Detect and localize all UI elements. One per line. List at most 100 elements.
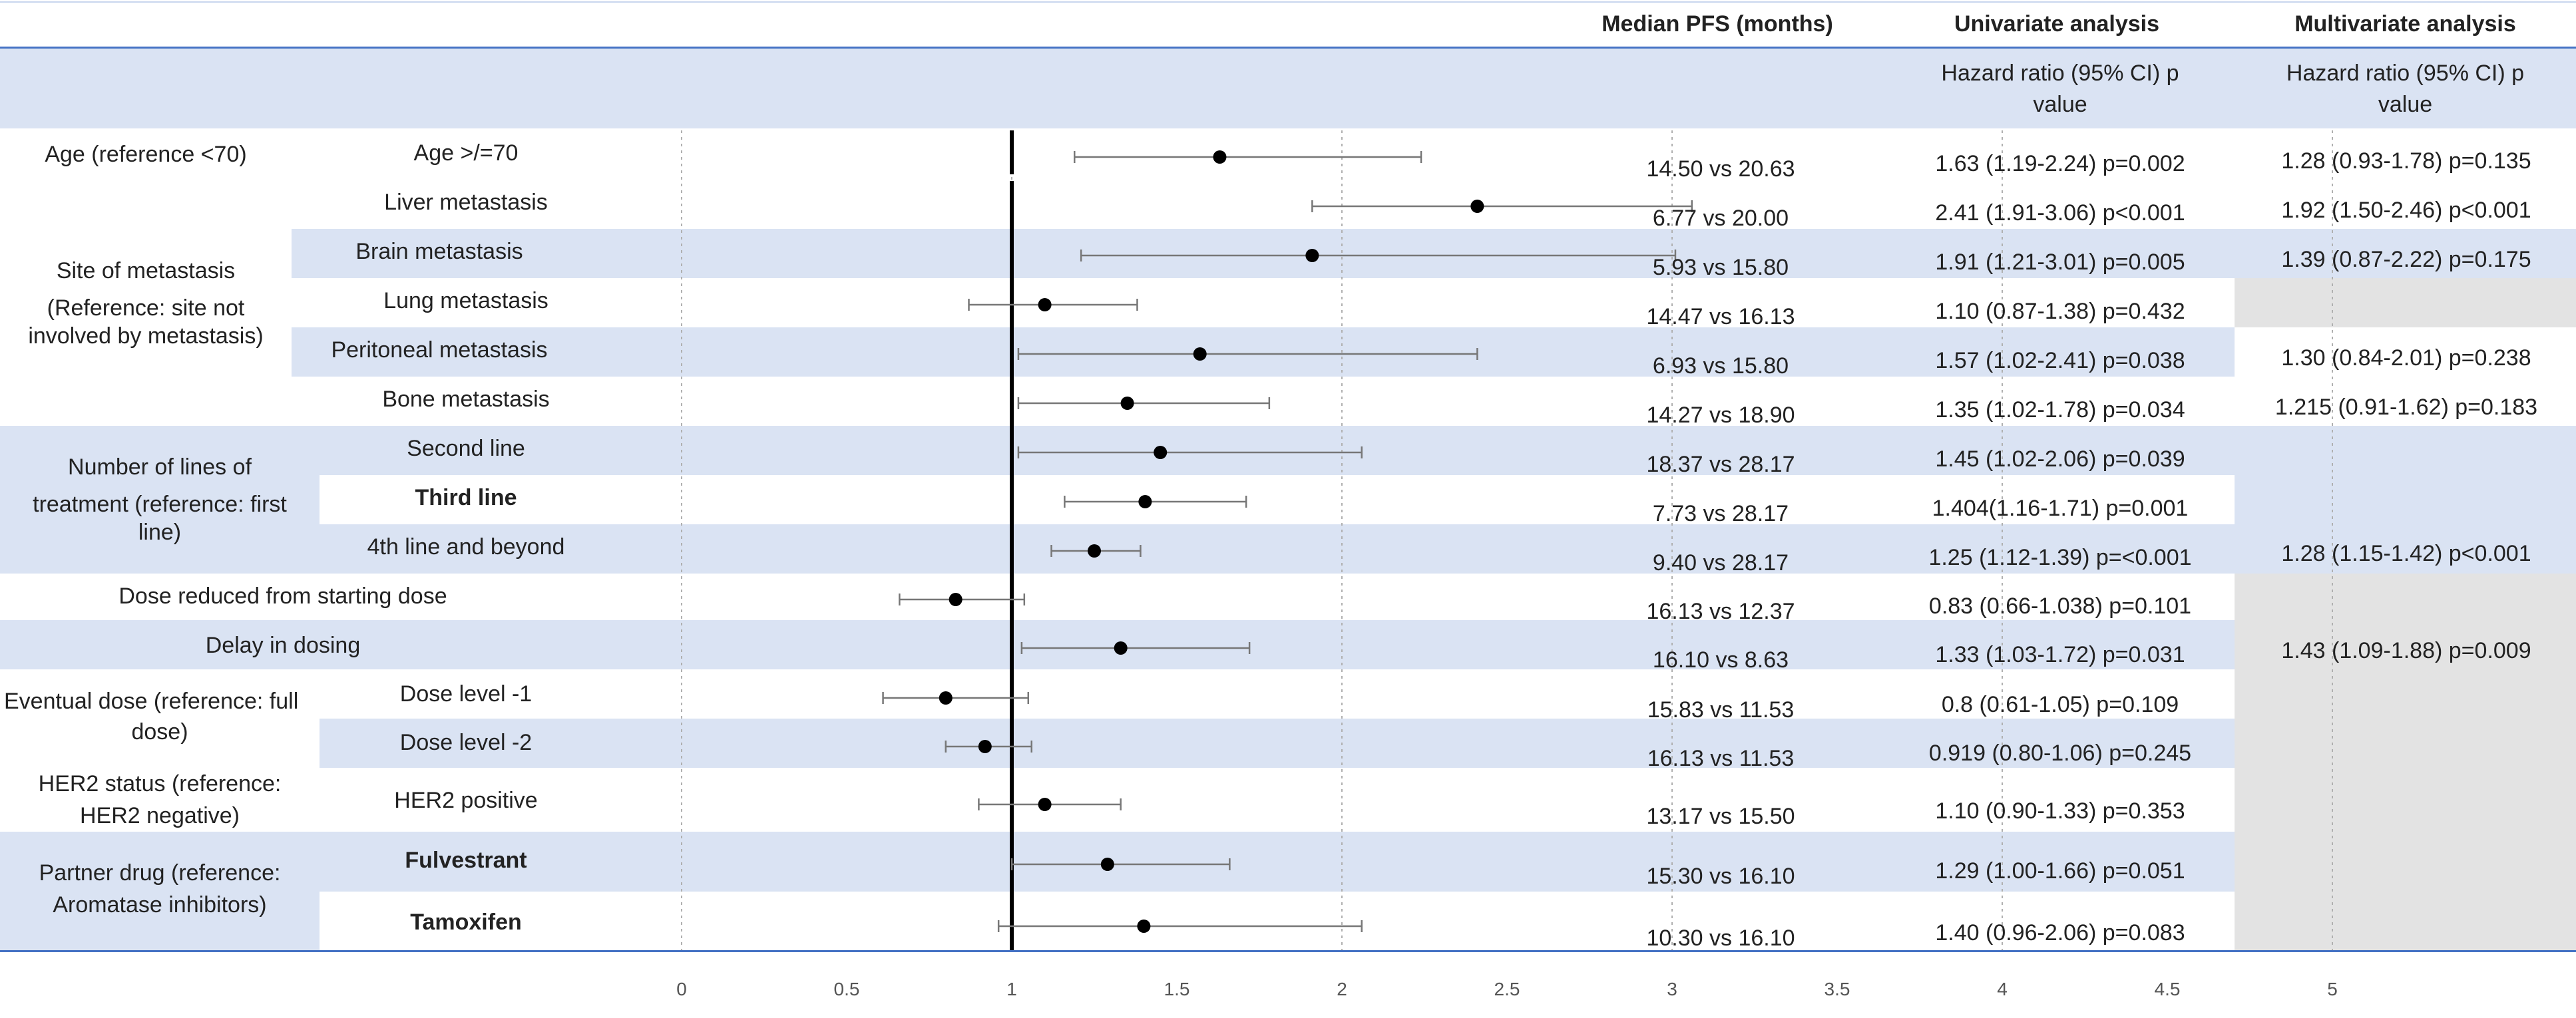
group-delay: Delay in dosing [205, 633, 361, 658]
row-label-5: Bone metastasis [382, 387, 550, 412]
header-median-pfs: Median PFS (months) [1602, 11, 1833, 37]
bottom-rule [0, 950, 2576, 952]
x-tick-label: 2.5 [1494, 979, 1520, 999]
row-label-13: HER2 positive [394, 788, 538, 813]
group-age: Age (reference <70) [45, 142, 247, 167]
hazard-ratio-point-9 [949, 593, 963, 606]
row-multivariate-0: 1.28 (0.93-1.78) p=0.135 [2281, 148, 2531, 174]
row-univariate-13: 1.10 (0.90-1.33) p=0.353 [1935, 798, 2185, 824]
hazard-ratio-point-5 [1120, 397, 1134, 410]
row-label-7: Third line [415, 485, 517, 510]
row-univariate-1: 2.41 (1.91-3.06) p<0.001 [1935, 200, 2185, 226]
row-median-pfs-7: 7.73 vs 28.17 [1652, 501, 1789, 526]
row-multivariate-4: 1.30 (0.84-2.01) p=0.238 [2281, 345, 2531, 371]
row-band-4th [0, 524, 2235, 574]
row-multivariate-2: 1.39 (0.87-2.22) p=0.175 [2281, 247, 2531, 272]
top-rule [0, 1, 2576, 3]
row-label-15: Tamoxifen [410, 910, 522, 935]
multi-band-1 [2235, 229, 2576, 278]
x-tick-label: 5 [2327, 979, 2338, 999]
hazard-ratio-point-14 [1100, 858, 1114, 871]
row-band-fulvestrant [320, 832, 2235, 892]
group-site-3: involved by metastasis) [28, 323, 264, 349]
group-site-2: (Reference: site not [47, 295, 245, 321]
row-band-brain [292, 229, 2235, 278]
hazard-ratio-point-15 [1137, 920, 1151, 933]
row-label-14: Fulvestrant [405, 848, 527, 873]
row-univariate-3: 1.10 (0.87-1.38) p=0.432 [1935, 299, 2185, 324]
group-lines-2: treatment (reference: first [33, 492, 287, 517]
row-label-3: Lung metastasis [383, 288, 548, 313]
row-median-pfs-1: 6.77 vs 20.00 [1652, 206, 1789, 231]
row-label-4: Peritoneal metastasis [331, 337, 548, 363]
hazard-ratio-point-4 [1193, 347, 1207, 361]
hazard-ratio-point-7 [1138, 495, 1152, 508]
row-median-pfs-0: 14.50 vs 20.63 [1646, 156, 1795, 182]
row-univariate-5: 1.35 (1.02-1.78) p=0.034 [1935, 397, 2185, 423]
group-partner-2: Aromatase inhibitors) [53, 892, 267, 918]
row-univariate-8: 1.25 (1.12-1.39) p=<0.001 [1928, 545, 2192, 570]
hazard-ratio-point-1 [1470, 200, 1484, 213]
hazard-ratio-point-2 [1305, 249, 1319, 262]
hazard-ratio-point-13 [1038, 798, 1052, 811]
x-tick-label: 0 [676, 979, 687, 999]
group-eventual-1: Eventual dose (reference: full [4, 689, 299, 714]
row-univariate-11: 0.8 (0.61-1.05) p=0.109 [1941, 692, 2179, 717]
x-tick-label: 2 [1337, 979, 1347, 999]
row-median-pfs-2: 5.93 vs 15.80 [1652, 255, 1789, 280]
row-label-1: Liver metastasis [384, 190, 548, 215]
group-eventual-2: dose) [131, 719, 188, 745]
x-tick-label: 4 [1997, 979, 2008, 999]
row-label-6: Second line [407, 436, 525, 461]
multi-grey-bottom [2235, 574, 2576, 950]
x-tick-label: 3.5 [1825, 979, 1850, 999]
x-tick-label: 3 [1667, 979, 1677, 999]
hazard-ratio-point-8 [1088, 544, 1101, 558]
multi-hr-line1: Hazard ratio (95% CI) p [2286, 61, 2525, 86]
row-multivariate-5: 1.215 (0.91-1.62) p=0.183 [2274, 395, 2538, 420]
row-univariate-10: 1.33 (1.03-1.72) p=0.031 [1935, 642, 2185, 667]
row-median-pfs-11: 15.83 vs 11.53 [1647, 697, 1795, 723]
uni-hr-line1: Hazard ratio (95% CI) p [1941, 61, 2179, 86]
group-dose-reduced: Dose reduced from starting dose [118, 584, 447, 609]
row-median-pfs-3: 14.47 vs 16.13 [1646, 304, 1795, 329]
x-tick-label: 1 [1006, 979, 1017, 999]
header-multivariate: Multivariate analysis [2294, 11, 2516, 37]
row-univariate-14: 1.29 (1.00-1.66) p=0.051 [1935, 858, 2185, 884]
row-median-pfs-10: 16.10 vs 8.63 [1652, 647, 1789, 673]
hazard-ratio-point-3 [1038, 298, 1052, 311]
hazard-ratio-point-6 [1154, 446, 1168, 459]
header-univariate: Univariate analysis [1954, 11, 2160, 37]
x-tick-label: 4.5 [2155, 979, 2181, 999]
row-band-lines-group [0, 475, 320, 524]
row-label-11: Dose level -1 [399, 681, 533, 707]
row-multivariate-10: 1.43 (1.09-1.88) p=0.009 [2281, 638, 2531, 663]
x-tick-label: 1.5 [1164, 979, 1190, 999]
group-lines-3: line) [138, 520, 182, 545]
row-univariate-7: 1.404(1.16-1.71) p=0.001 [1932, 496, 2189, 521]
group-lines-1: Number of lines of [68, 454, 252, 480]
row-band-lines [0, 426, 2235, 475]
row-median-pfs-6: 18.37 vs 28.17 [1646, 452, 1795, 477]
group-her2-1: HER2 status (reference: [38, 771, 282, 796]
row-median-pfs-15: 10.30 vs 16.10 [1646, 926, 1795, 951]
hazard-ratio-point-0 [1213, 150, 1227, 164]
row-univariate-6: 1.45 (1.02-2.06) p=0.039 [1935, 446, 2185, 472]
row-band-dose2 [320, 719, 2235, 768]
row-univariate-0: 1.63 (1.19-2.24) p=0.002 [1935, 151, 2185, 176]
row-median-pfs-9: 16.13 vs 12.37 [1646, 599, 1795, 624]
row-median-pfs-5: 14.27 vs 18.90 [1646, 403, 1795, 428]
row-label-8: 4th line and beyond [367, 534, 565, 560]
row-univariate-4: 1.57 (1.02-2.41) p=0.038 [1935, 348, 2185, 373]
multi-band-lines [2235, 426, 2576, 574]
row-band-partner-group [0, 832, 320, 950]
row-median-pfs-13: 13.17 vs 15.50 [1646, 804, 1795, 829]
row-univariate-15: 1.40 (0.96-2.06) p=0.083 [1935, 920, 2185, 945]
row-label-0: Age >/=70 [413, 140, 519, 166]
row-univariate-12: 0.919 (0.80-1.06) p=0.245 [1928, 741, 2192, 766]
row-median-pfs-8: 9.40 vs 28.17 [1652, 550, 1789, 576]
x-tick-label: 0.5 [834, 979, 860, 999]
hazard-ratio-point-10 [1114, 641, 1128, 655]
